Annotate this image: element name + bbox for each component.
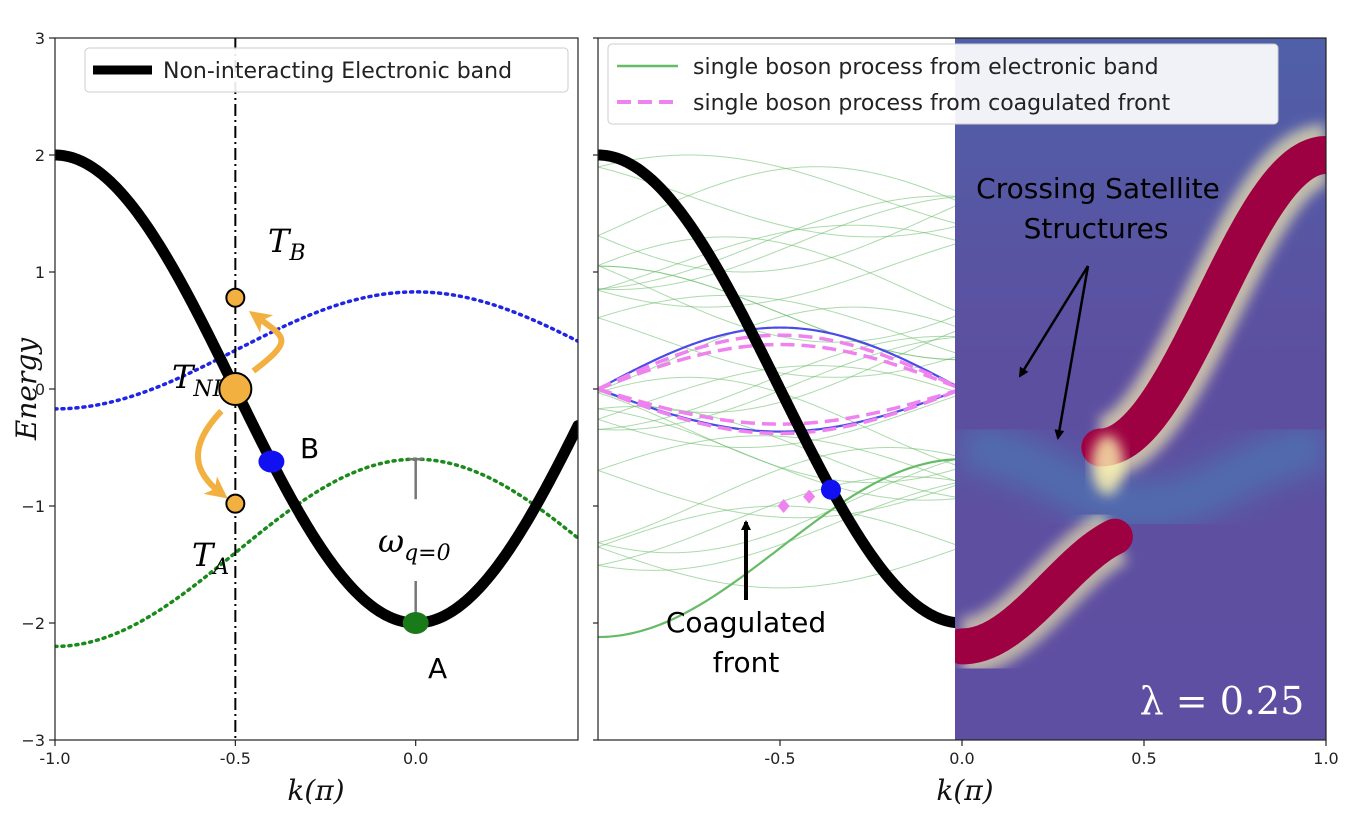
- coag-label-line2: front: [713, 646, 780, 679]
- coagulated-point-1: [777, 499, 790, 513]
- right-x-axis-label: k(π): [936, 774, 993, 807]
- satellite-mesh-line: [598, 265, 963, 343]
- crossing-arrow-2: [1054, 265, 1090, 440]
- right-x-tick-label: 0.0: [949, 749, 974, 768]
- satellite-mesh-line: [598, 166, 963, 237]
- right-point-B: [820, 479, 841, 500]
- left-x-tick-label: 0.0: [403, 749, 428, 768]
- satellite-mesh-line: [598, 435, 963, 484]
- satellite-mesh-line: [598, 195, 963, 290]
- left-legend: Non-interacting Electronic band: [84, 47, 569, 93]
- label-T-B: TB: [268, 222, 306, 266]
- label-omega: ωq=0: [378, 522, 451, 566]
- crossing-label-line2: Structures: [1024, 212, 1169, 245]
- satellite-mesh-line: [598, 505, 963, 548]
- left-x-axis-label: k(π): [287, 774, 344, 807]
- right-x-tick-label: -0.5: [764, 749, 795, 768]
- coagulated-dashed-line: [598, 342, 963, 391]
- satellite-mesh-line: [598, 265, 963, 361]
- label-A: A: [428, 652, 447, 685]
- satellite-mesh-line: [598, 408, 963, 501]
- coagulated-dashed-line: [598, 387, 963, 436]
- y-tick-label: −1: [21, 497, 45, 516]
- y-tick-label: 1: [35, 263, 45, 282]
- y-tick-label: −3: [21, 731, 45, 750]
- point-A: [402, 612, 429, 634]
- spectral-heatmap: [955, 38, 1326, 740]
- crossing-arrow-1: [1018, 265, 1090, 378]
- electronic-band-line: [55, 149, 578, 629]
- satellite-mesh-line: [598, 469, 963, 519]
- satellite-mesh-line: [598, 365, 963, 420]
- left-x-tick-label: -1.0: [39, 749, 70, 768]
- satellite-mesh-line: [598, 241, 963, 308]
- satellite-mesh-line: [598, 481, 963, 571]
- satellite-mesh-line: [598, 236, 963, 314]
- satellite-mesh-line: [598, 202, 963, 273]
- satellite-mesh-line: [598, 392, 963, 484]
- satellite-mesh-line: [598, 457, 963, 554]
- label-T-A: TA: [192, 536, 229, 580]
- left-axes-frame: [54, 37, 579, 741]
- point-T-B: [225, 287, 246, 308]
- y-tick-label: 0: [35, 380, 45, 399]
- right-x-tick-label: 1.0: [1313, 749, 1338, 768]
- y-tick-label: −2: [21, 614, 45, 633]
- satellite-mesh-line: [598, 294, 963, 356]
- y-axis-label: Energy: [10, 337, 43, 441]
- legend-label-coagulated: single boson process from coagulated fro…: [693, 91, 1170, 116]
- right-panel: -0.5 0.0 0.5 1.0 single boson process from …: [593, 37, 1339, 807]
- orange-arrow-down: [194, 408, 228, 499]
- satellite-mesh-line: [598, 446, 963, 544]
- electronic-boson-envelope: [598, 458, 963, 639]
- coagulated-dashed-line: [598, 333, 963, 391]
- satellite-mesh-line: [598, 393, 963, 449]
- satellite-mesh-line: [598, 154, 963, 226]
- heatmap-upper-branch: [1081, 136, 1326, 467]
- left-x-tick-label: -0.5: [220, 749, 251, 768]
- heatmap-crossing-spot: [1091, 435, 1124, 496]
- right-legend: single boson process from electronic ban…: [607, 43, 1279, 125]
- label-T-NI: TNI: [172, 358, 223, 402]
- point-T-NI: [218, 372, 253, 406]
- heatmap-lower-branch: [955, 518, 1133, 665]
- point-T-A: [225, 493, 246, 514]
- legend-label-band: Non-interacting Electronic band: [163, 59, 512, 84]
- satellite-mesh-line: [598, 476, 963, 566]
- y-tick-label: 3: [35, 29, 45, 48]
- blue-dotted-band: [55, 290, 578, 411]
- point-B: [258, 450, 285, 473]
- satellite-mesh-line: [598, 335, 963, 430]
- green-dotted-band: [55, 457, 578, 649]
- orange-arrow-up: [248, 311, 285, 374]
- lambda-label: λ = 0.25: [1140, 679, 1305, 723]
- satellite-mesh-line: [598, 546, 963, 589]
- satellite-mesh-line: [598, 224, 963, 291]
- y-tick-label: 2: [35, 146, 45, 165]
- coagulated-point-2: [803, 489, 816, 504]
- coagulated-dashed-line: [598, 387, 963, 426]
- crossing-label-line1: Crossing Satellite: [976, 172, 1220, 205]
- right-x-tick-label: 0.5: [1131, 749, 1156, 768]
- satellite-mesh-line: [598, 317, 963, 378]
- coag-label-line1: Coagulated: [666, 606, 826, 639]
- label-B: B: [300, 432, 319, 465]
- legend-label-electronic: single boson process from electronic ban…: [693, 55, 1159, 80]
- right-electronic-band-line: [598, 149, 968, 629]
- blue-lens-upper: [598, 326, 963, 390]
- left-panel: -1.0 -0.5 0.0 −3 −2 −1 0 1 2 3 Non-interacting El…: [10, 29, 579, 807]
- heatmap-glow-blue: [961, 422, 1326, 532]
